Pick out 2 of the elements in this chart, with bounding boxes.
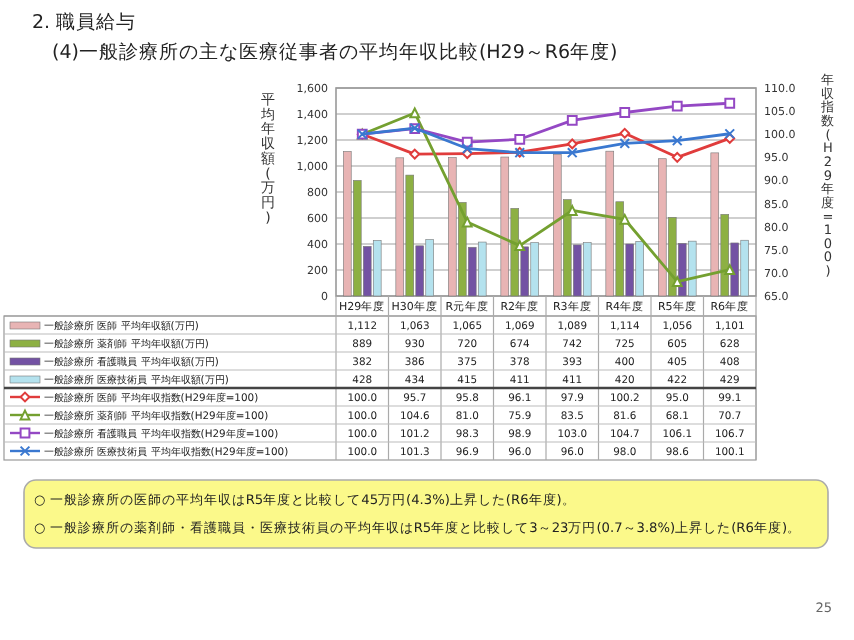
text: 2. 職員給与 [32, 10, 137, 34]
chart-subtitle: (4)一般診療所の主な医療従事者の平均年収比較(H29～R6年度) [52, 40, 618, 64]
